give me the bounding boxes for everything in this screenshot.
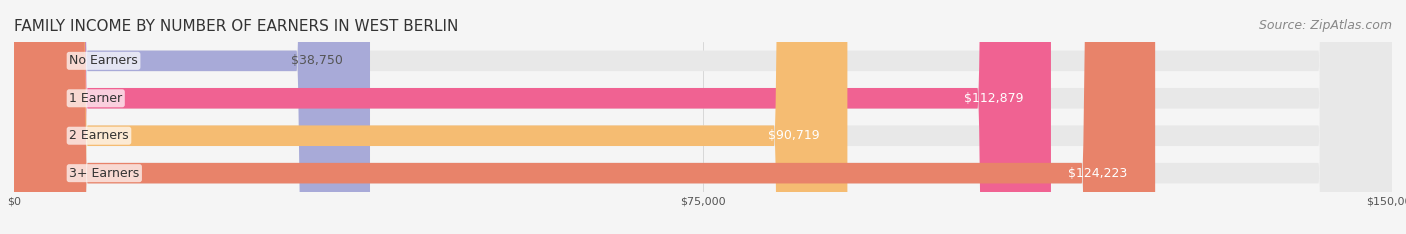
FancyBboxPatch shape [14,0,1050,234]
FancyBboxPatch shape [14,0,1392,234]
FancyBboxPatch shape [14,0,1392,234]
Text: No Earners: No Earners [69,54,138,67]
FancyBboxPatch shape [14,0,1156,234]
FancyBboxPatch shape [14,0,848,234]
Text: $112,879: $112,879 [965,92,1024,105]
Text: $90,719: $90,719 [768,129,820,142]
Text: 3+ Earners: 3+ Earners [69,167,139,180]
FancyBboxPatch shape [14,0,1392,234]
Text: FAMILY INCOME BY NUMBER OF EARNERS IN WEST BERLIN: FAMILY INCOME BY NUMBER OF EARNERS IN WE… [14,19,458,34]
Text: 1 Earner: 1 Earner [69,92,122,105]
Text: $38,750: $38,750 [291,54,343,67]
Text: 2 Earners: 2 Earners [69,129,129,142]
Text: $124,223: $124,223 [1069,167,1128,180]
Text: Source: ZipAtlas.com: Source: ZipAtlas.com [1258,19,1392,32]
FancyBboxPatch shape [14,0,1392,234]
FancyBboxPatch shape [14,0,370,234]
